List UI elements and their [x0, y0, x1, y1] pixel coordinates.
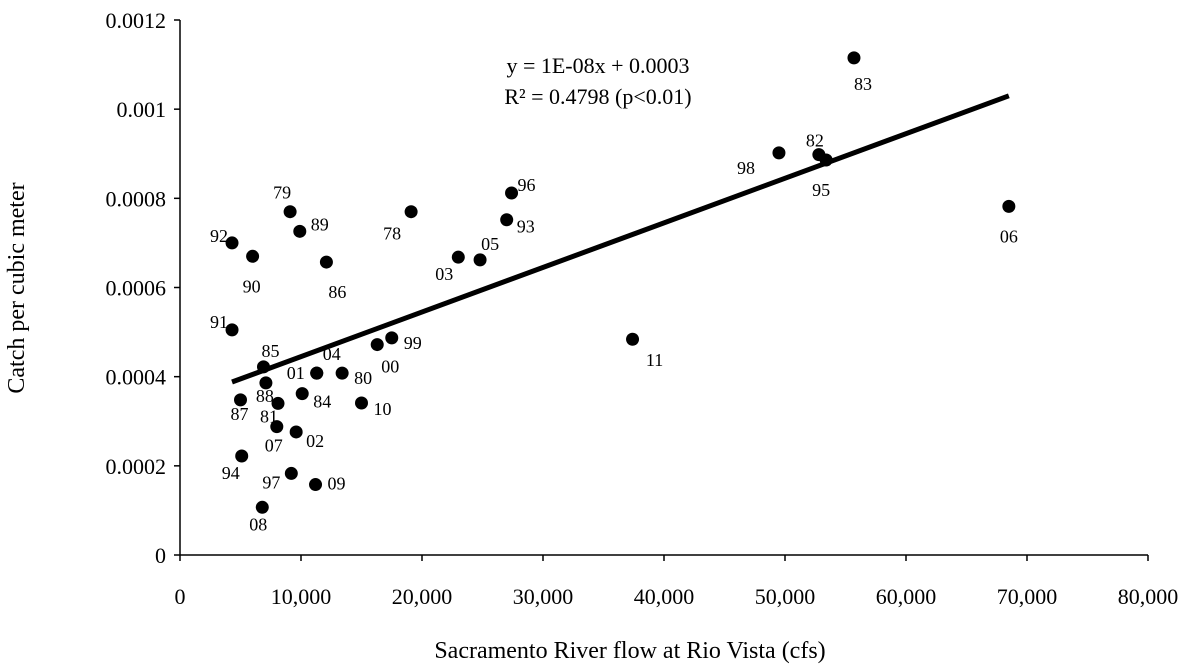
data-point — [270, 420, 284, 434]
data-point — [404, 205, 418, 219]
data-point-label: 04 — [323, 344, 341, 364]
data-point — [626, 332, 640, 346]
data-point — [234, 393, 247, 407]
data-point — [385, 331, 399, 345]
data-point-label: 08 — [249, 514, 267, 534]
data-point-label: 84 — [313, 392, 331, 412]
y-tick-label: 0.001 — [117, 97, 167, 122]
y-tick-label: 0.0008 — [106, 186, 167, 211]
data-point-label: 85 — [261, 341, 279, 361]
data-point — [355, 396, 368, 410]
data-point — [319, 255, 333, 269]
data-point — [500, 213, 514, 227]
data-point-label: 86 — [328, 282, 346, 302]
trendline-equation: y = 1E-08x + 0.0003 — [506, 53, 689, 78]
x-tick-label: 80,000 — [1118, 584, 1179, 609]
data-point-label: 09 — [328, 474, 346, 494]
data-point — [1002, 199, 1016, 213]
data-point — [295, 387, 309, 401]
data-point-label: 81 — [260, 406, 278, 426]
y-ticks: 0 0.0002 0.0004 0.0006 0.0008 0.001 0.0012 — [106, 8, 180, 568]
data-point-label: 80 — [354, 368, 372, 388]
data-point-label: 05 — [481, 234, 499, 254]
data-point-label: 87 — [231, 404, 249, 424]
data-point-label: 83 — [854, 74, 872, 94]
data-point — [310, 366, 324, 380]
data-point-label: 79 — [273, 183, 291, 203]
data-point-label: 97 — [262, 472, 280, 492]
x-tick-label: 50,000 — [755, 584, 816, 609]
data-point — [335, 366, 349, 380]
x-tick-label: 20,000 — [392, 584, 453, 609]
data-point-label: 00 — [381, 357, 399, 377]
data-point — [473, 253, 487, 267]
data-point — [284, 466, 298, 480]
data-point — [370, 338, 384, 352]
x-tick-label: 40,000 — [634, 584, 695, 609]
data-point — [772, 146, 786, 160]
data-point — [259, 376, 273, 390]
data-point — [289, 425, 303, 439]
data-point — [309, 478, 323, 492]
data-point — [256, 360, 270, 374]
data-point — [819, 153, 833, 167]
data-point-label: 93 — [517, 217, 535, 237]
data-point-label: 98 — [737, 158, 755, 178]
data-point-label: 89 — [311, 214, 329, 234]
x-ticks: 0 10,000 20,000 30,000 40,000 50,000 60,000 70,… — [175, 555, 1179, 609]
data-point-label: 91 — [210, 312, 228, 332]
data-point-label: 03 — [435, 264, 453, 284]
data-point — [271, 396, 285, 410]
y-tick-label: 0.0004 — [106, 365, 167, 390]
data-point — [847, 51, 861, 65]
data-point-label: 01 — [287, 363, 305, 383]
data-point-label: 82 — [806, 131, 824, 151]
data-point — [225, 323, 239, 337]
y-tick-label: 0 — [155, 543, 166, 568]
data-point — [505, 186, 519, 200]
x-tick-label: 70,000 — [997, 584, 1058, 609]
trendline-r-squared: R² = 0.4798 (p<0.01) — [504, 84, 691, 109]
data-point — [283, 205, 297, 219]
x-tick-label: 10,000 — [271, 584, 332, 609]
y-tick-label: 0.0002 — [106, 454, 167, 479]
x-tick-label: 30,000 — [513, 584, 574, 609]
y-tick-label: 0.0006 — [106, 276, 167, 301]
y-axis-title: Catch per cubic meter — [4, 182, 30, 393]
data-point-label: 02 — [306, 431, 324, 451]
data-point — [451, 250, 465, 264]
data-point-label: 10 — [374, 399, 392, 419]
data-point-label: 96 — [518, 175, 536, 195]
data-point-label: 07 — [265, 436, 283, 456]
data-point-label: 78 — [383, 224, 401, 244]
data-point — [225, 236, 239, 250]
data-point-label: 88 — [256, 386, 274, 406]
data-point-label: 94 — [222, 463, 240, 483]
data-point-label: 99 — [404, 333, 422, 353]
data-point — [235, 449, 249, 463]
data-point — [293, 224, 307, 238]
data-point-label: 06 — [1000, 226, 1018, 246]
data-point — [246, 249, 260, 263]
data-point-label: 92 — [210, 226, 228, 246]
x-axis-title: Sacramento River flow at Rio Vista (cfs) — [434, 638, 825, 664]
data-point-label: 11 — [646, 350, 663, 370]
data-points — [225, 51, 1016, 514]
trendline-group — [231, 93, 1010, 385]
x-tick-label: 0 — [175, 584, 186, 609]
trendline — [231, 93, 1010, 385]
x-tick-label: 60,000 — [876, 584, 937, 609]
data-point — [255, 500, 269, 514]
data-point-label: 95 — [812, 180, 830, 200]
y-tick-label: 0.0012 — [106, 8, 167, 33]
data-point-label: 90 — [243, 276, 261, 296]
